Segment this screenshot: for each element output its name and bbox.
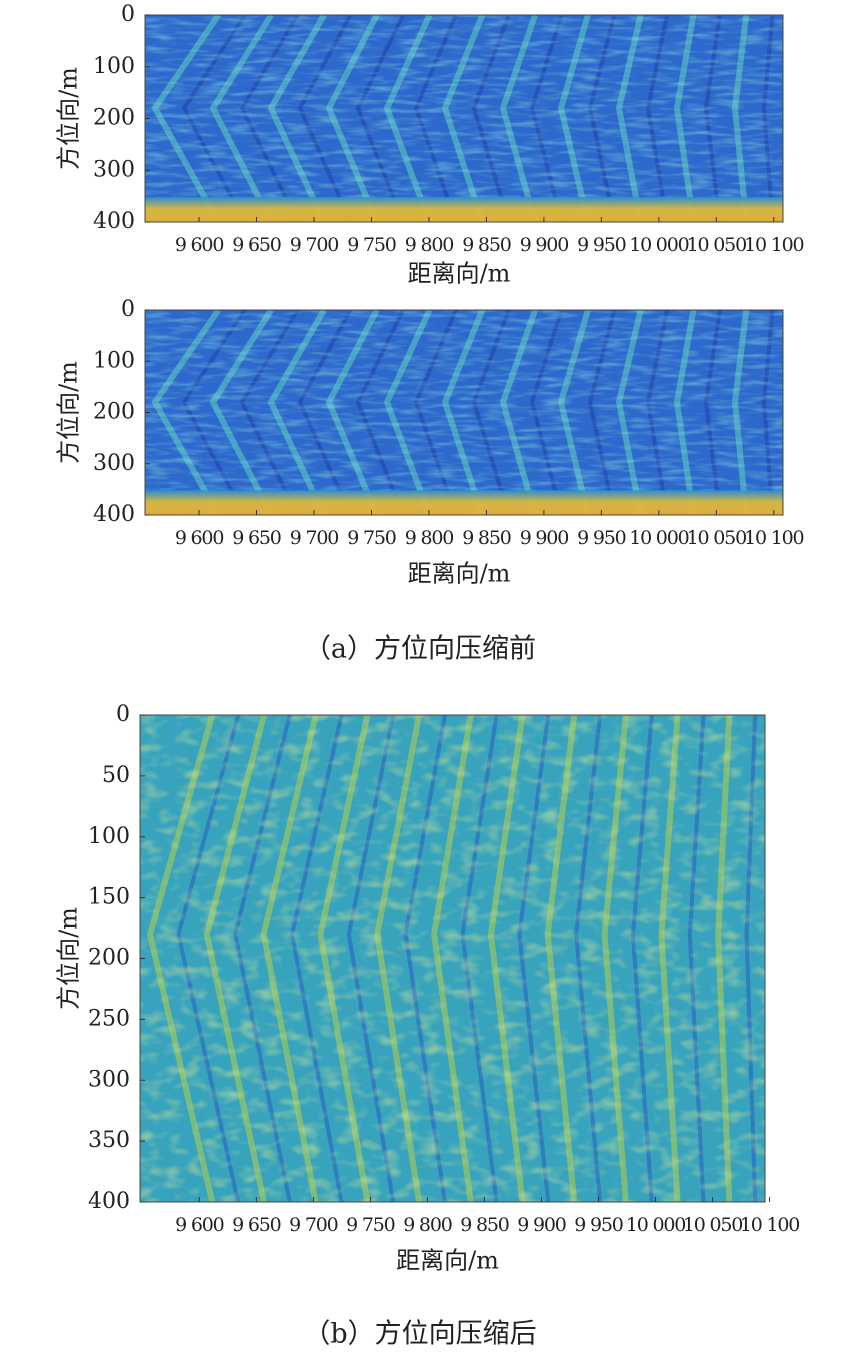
x-tick-label: 9 650 xyxy=(232,1214,281,1236)
x-tick-label: 10 100 xyxy=(740,1214,799,1236)
x-tick-label: 9 850 xyxy=(460,1214,509,1236)
x-tick-label: 9 950 xyxy=(577,234,626,256)
x-tick-label: 10 100 xyxy=(744,234,803,256)
heatmap-noise xyxy=(145,310,783,515)
x-tick-label: 9 600 xyxy=(175,234,224,256)
x-tick-label: 9 700 xyxy=(290,527,339,549)
y-tick-label: 400 xyxy=(93,502,135,527)
heatmap-noise xyxy=(145,15,783,222)
y-tick-label: 0 xyxy=(121,297,135,322)
x-axis-label: 距离向/m xyxy=(408,260,511,288)
x-tick-label: 10 000 xyxy=(629,527,688,549)
y-tick-label: 400 xyxy=(88,1189,130,1214)
x-tick-label: 9 850 xyxy=(462,527,511,549)
x-tick-label: 9 700 xyxy=(290,234,339,256)
y-tick-label: 100 xyxy=(93,348,135,373)
x-tick-label: 9 950 xyxy=(577,527,626,549)
y-tick-label: 400 xyxy=(93,209,135,234)
x-tick-label: 9 650 xyxy=(232,234,281,256)
x-tick-label: 9 950 xyxy=(574,1214,623,1236)
x-tick-label: 9 700 xyxy=(289,1214,338,1236)
x-tick-label: 9 600 xyxy=(175,1214,224,1236)
y-axis-label: 方位向/m xyxy=(55,907,83,1010)
x-tick-label: 9 800 xyxy=(405,234,454,256)
x-tick-label: 10 000 xyxy=(629,234,688,256)
y-tick-label: 300 xyxy=(93,451,135,476)
x-tick-label: 9 800 xyxy=(403,1214,452,1236)
x-tick-label: 9 900 xyxy=(517,1214,566,1236)
heatmap-image xyxy=(145,310,783,515)
y-tick-label: 350 xyxy=(88,1128,130,1153)
y-tick-label: 250 xyxy=(88,1006,130,1031)
y-tick-label: 100 xyxy=(93,54,135,79)
y-axis-label: 方位向/m xyxy=(55,361,83,464)
x-tick-label: 9 750 xyxy=(347,234,396,256)
x-tick-label: 9 600 xyxy=(175,527,224,549)
y-tick-label: 100 xyxy=(88,824,130,849)
x-axis-label: 距离向/m xyxy=(396,1247,499,1275)
caption: （a）方位向压缩前 xyxy=(304,634,536,665)
x-tick-label: 10 100 xyxy=(744,527,803,549)
x-tick-label: 9 800 xyxy=(405,527,454,549)
x-tick-label: 10 000 xyxy=(626,1214,685,1236)
x-tick-label: 9 750 xyxy=(346,1214,395,1236)
x-tick-label: 9 900 xyxy=(520,527,569,549)
x-tick-label: 10 050 xyxy=(687,527,746,549)
x-tick-label: 10 050 xyxy=(683,1214,742,1236)
y-tick-label: 0 xyxy=(116,702,130,727)
x-tick-label: 9 650 xyxy=(232,527,281,549)
y-tick-label: 200 xyxy=(88,946,130,971)
x-tick-label: 9 900 xyxy=(520,234,569,256)
heatmap-image xyxy=(145,15,783,222)
y-axis-label: 方位向/m xyxy=(55,67,83,170)
caption: （b）方位向压缩后 xyxy=(303,1319,536,1350)
y-tick-label: 300 xyxy=(93,157,135,182)
y-tick-label: 50 xyxy=(102,763,130,788)
heatmap-image xyxy=(140,715,765,1202)
x-tick-label: 10 050 xyxy=(687,234,746,256)
y-tick-label: 0 xyxy=(121,2,135,27)
heatmap-band xyxy=(145,197,783,222)
y-tick-label: 300 xyxy=(88,1067,130,1092)
x-axis-label: 距离向/m xyxy=(408,560,511,588)
x-tick-label: 9 750 xyxy=(347,527,396,549)
y-tick-label: 200 xyxy=(93,106,135,131)
x-tick-label: 9 850 xyxy=(462,234,511,256)
heatmap-noise xyxy=(140,715,765,1202)
y-tick-label: 200 xyxy=(93,400,135,425)
heatmap-band xyxy=(145,490,783,515)
y-tick-label: 150 xyxy=(88,885,130,910)
